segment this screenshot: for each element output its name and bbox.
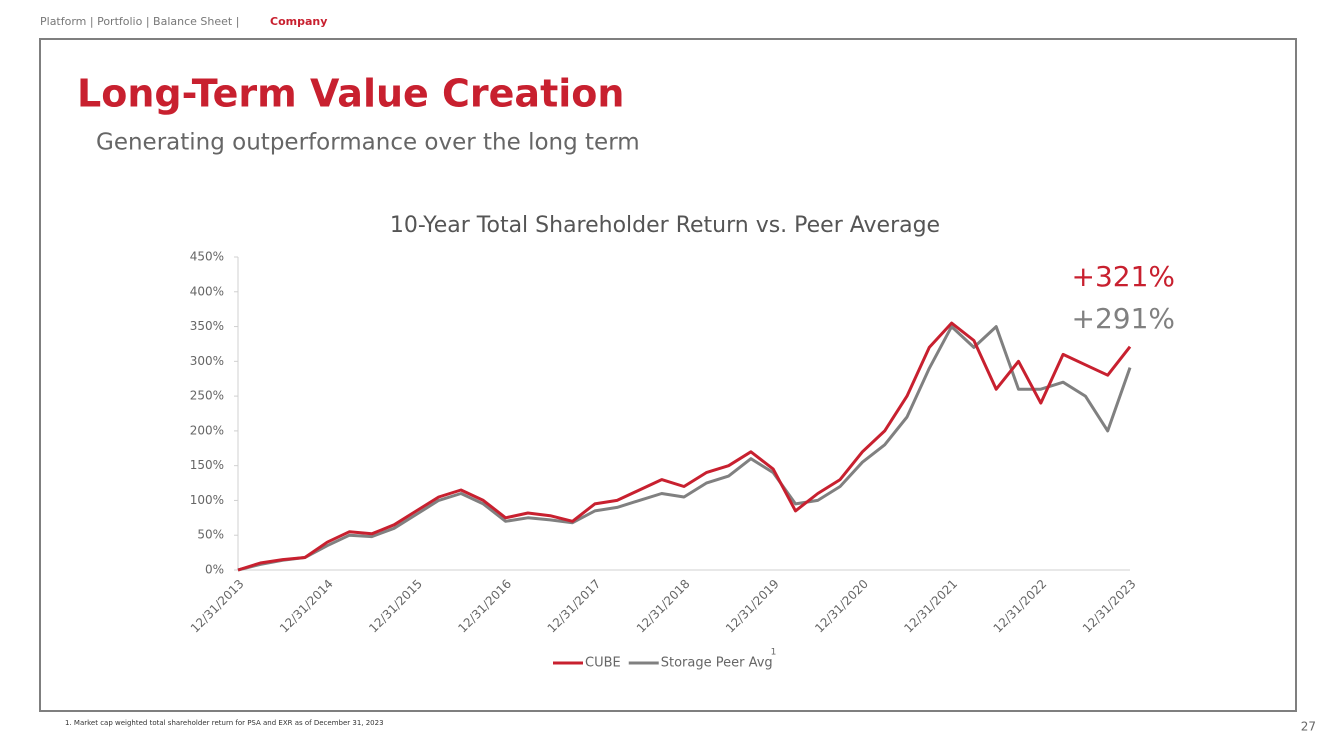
x-tick-label: 12/31/2018 [634, 577, 693, 636]
x-tick-label: 12/31/2017 [545, 577, 604, 636]
y-tick-label: 200% [190, 423, 224, 437]
page-number: 27 [1301, 720, 1316, 734]
x-tick-label: 12/31/2019 [723, 577, 782, 636]
frame [39, 38, 1297, 712]
legend-label: Storage Peer Avg [661, 656, 773, 671]
footnote: 1. Market cap weighted total shareholder… [65, 719, 384, 727]
annotation: +291% [1071, 302, 1175, 335]
y-tick-label: 400% [190, 284, 224, 298]
legend-label: CUBE [585, 656, 621, 671]
y-tick-label: 150% [190, 458, 224, 472]
x-tick-label: 12/31/2013 [188, 577, 247, 636]
annotation: +321% [1071, 260, 1175, 293]
legend-footnote-marker: 1 [771, 648, 777, 658]
x-tick-label: 12/31/2022 [991, 577, 1050, 636]
y-tick-label: 450% [190, 250, 224, 264]
chart-title: 10-Year Total Shareholder Return vs. Pee… [390, 213, 940, 238]
x-tick-label: 12/31/2020 [812, 577, 871, 636]
x-tick-label: 12/31/2014 [277, 577, 336, 636]
slide-title: Long-Term Value Creation [77, 72, 624, 116]
slide-subtitle: Generating outperformance over the long … [96, 130, 640, 156]
y-tick-label: 350% [190, 319, 224, 333]
x-tick-label: 12/31/2023 [1080, 577, 1139, 636]
breadcrumb-active: Company [270, 15, 327, 28]
y-tick-label: 0% [205, 563, 224, 577]
x-tick-label: 12/31/2021 [901, 577, 960, 636]
series-line [237, 325, 1132, 572]
y-tick-label: 250% [190, 389, 224, 403]
series-line [237, 321, 1132, 572]
breadcrumb: Platform | Portfolio | Balance Sheet | [40, 15, 239, 28]
x-tick-label: 12/31/2016 [455, 577, 514, 636]
y-tick-label: 300% [190, 354, 224, 368]
y-tick-label: 50% [197, 528, 224, 542]
x-tick-label: 12/31/2015 [366, 577, 425, 636]
y-tick-label: 100% [190, 493, 224, 507]
